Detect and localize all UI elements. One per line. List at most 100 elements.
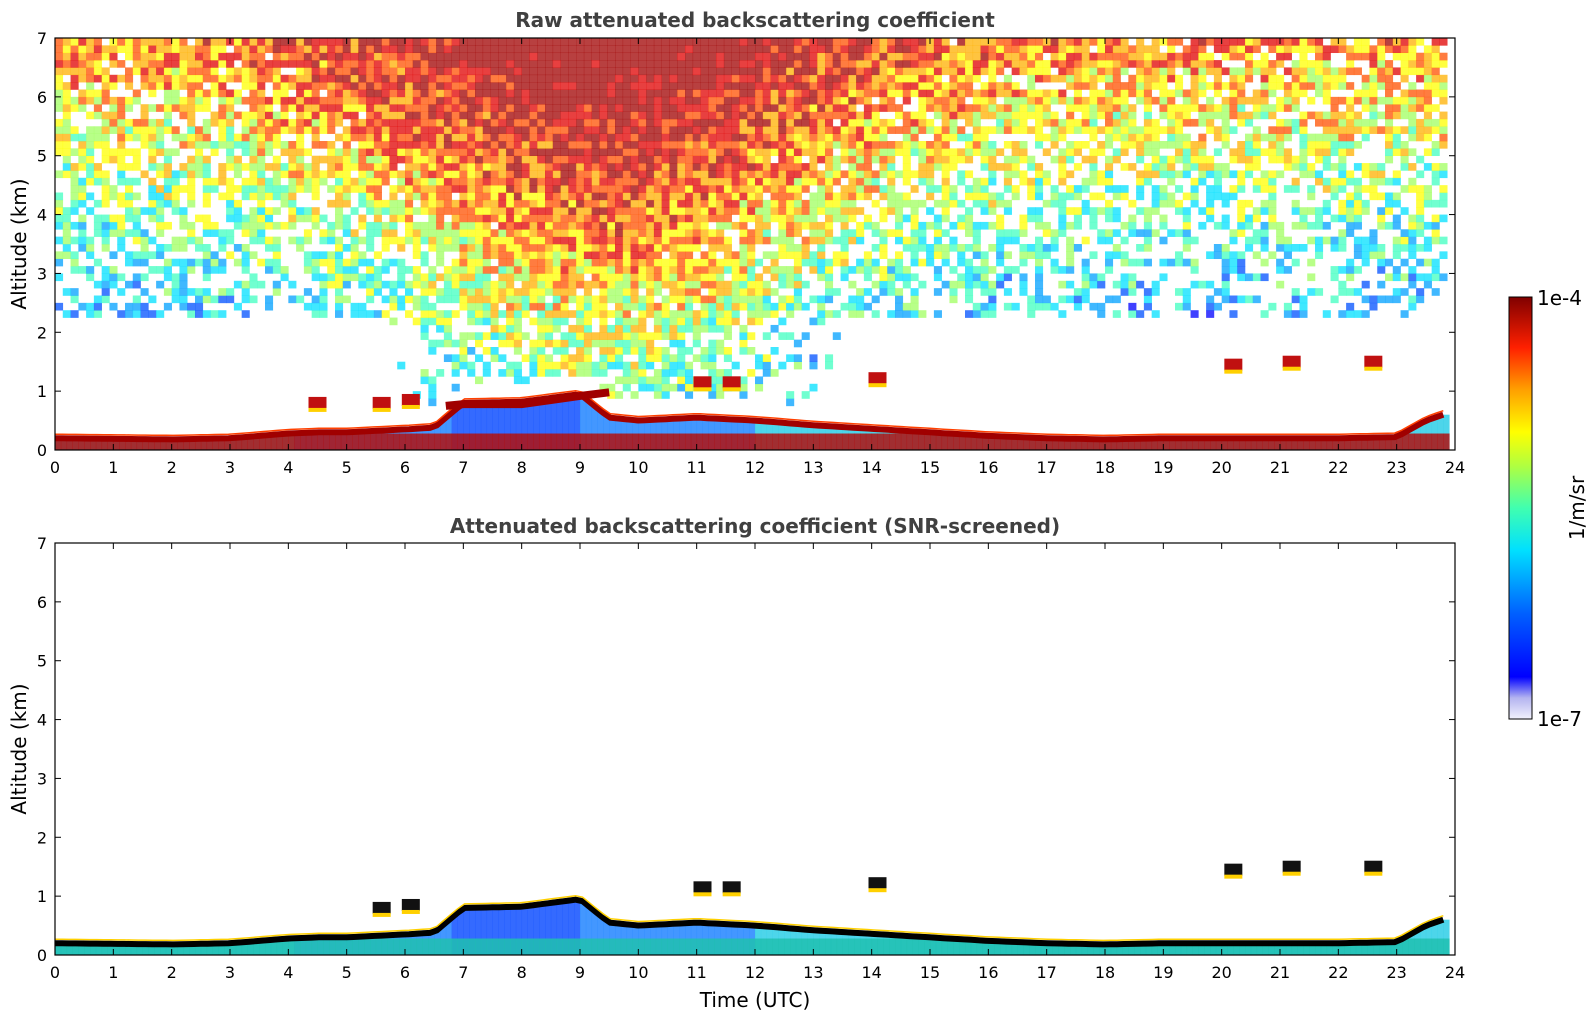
- x-tick-label: 17: [1036, 458, 1056, 477]
- cloud-patch: [308, 396, 327, 409]
- colorbar-gradient: [1508, 296, 1533, 720]
- cloud-patch-edge: [693, 892, 712, 897]
- x-tick-label: 13: [803, 963, 823, 982]
- cloud-patch: [1364, 355, 1383, 368]
- x-tick-label: 5: [342, 458, 352, 477]
- cloud-patch: [1282, 860, 1301, 873]
- y-tick-label: 6: [37, 593, 47, 612]
- x-tick-label: 24: [1445, 458, 1465, 477]
- y-tick-label: 5: [37, 147, 47, 166]
- cloud-patch-edge: [372, 407, 391, 412]
- x-tick-label: 16: [978, 458, 998, 477]
- y-tick-label: 1: [37, 887, 47, 906]
- x-tick-label: 21: [1270, 458, 1290, 477]
- x-tick-label: 17: [1036, 963, 1056, 982]
- cloud-patch-edge: [868, 383, 887, 388]
- panel2-heatmap: [55, 860, 1450, 955]
- y-tick-label: 0: [37, 946, 47, 965]
- x-tick-label: 22: [1328, 963, 1348, 982]
- panel2-title: Attenuated backscattering coefficient (S…: [450, 514, 1060, 538]
- cloud-patch: [401, 393, 420, 406]
- x-tick-label: 6: [400, 458, 410, 477]
- x-tick-label: 1: [108, 458, 118, 477]
- panel2-ticks: 0 1 2 3 4 5 6 7 8 9 10 11 12 13 14 15 16 17 18 19 20 21 22 23 24…: [37, 534, 1465, 982]
- y-tick-label: 1: [37, 382, 47, 401]
- y-tick-label: 4: [37, 206, 47, 225]
- cloud-patch-edge: [401, 909, 420, 914]
- x-tick-label: 23: [1386, 458, 1406, 477]
- y-tick-label: 3: [37, 264, 47, 283]
- x-tick-label: 18: [1095, 963, 1115, 982]
- cloud-patch: [868, 877, 887, 890]
- x-tick-label: 2: [167, 963, 177, 982]
- panel2-ylabel: Altitude (km): [7, 683, 31, 814]
- x-tick-label: 22: [1328, 458, 1348, 477]
- x-tick-label: 5: [342, 963, 352, 982]
- colorbar-min-label: 1e-7: [1537, 707, 1582, 731]
- cloud-patch-edge: [1364, 871, 1383, 876]
- x-tick-label: 15: [920, 458, 940, 477]
- x-tick-label: 24: [1445, 963, 1465, 982]
- cloud-patch: [693, 881, 712, 894]
- x-tick-label: 13: [803, 458, 823, 477]
- cloud-patch-edge: [868, 888, 887, 893]
- cloud-patch: [401, 898, 420, 911]
- panel2-xlabel: Time (UTC): [699, 988, 811, 1012]
- cloud-patch: [1224, 358, 1243, 371]
- x-tick-label: 1: [108, 963, 118, 982]
- cloud-patch-edge: [1364, 366, 1383, 371]
- x-tick-label: 9: [575, 963, 585, 982]
- y-tick-label: 2: [37, 323, 47, 342]
- cloud-patch-edge: [1282, 871, 1301, 876]
- x-tick-label: 0: [50, 963, 60, 982]
- panel1-title: Raw attenuated backscattering coefficien…: [515, 8, 995, 32]
- y-tick-label: 0: [37, 441, 47, 460]
- x-tick-label: 11: [686, 458, 706, 477]
- ground-band: [55, 938, 1450, 955]
- panel2-frame: [54, 542, 1456, 956]
- x-tick-label: 19: [1153, 963, 1173, 982]
- y-tick-label: 4: [37, 711, 47, 730]
- cloud-patch-edge: [401, 404, 420, 409]
- x-tick-label: 12: [745, 458, 765, 477]
- cloud-patch-edge: [308, 407, 327, 412]
- x-tick-label: 4: [283, 963, 293, 982]
- x-tick-label: 9: [575, 458, 585, 477]
- panel1-heatmap: [55, 38, 1450, 450]
- x-tick-label: 2: [167, 458, 177, 477]
- boundary-layer-edge: [55, 389, 1444, 437]
- ground-band: [55, 433, 1450, 450]
- cloud-patch: [722, 881, 741, 894]
- y-tick-label: 5: [37, 652, 47, 671]
- colorbar: 1e-4 1e-7 1/m/sr: [1508, 286, 1589, 731]
- panel-raw: Raw attenuated backscattering coefficien…: [7, 8, 1465, 477]
- x-tick-label: 8: [517, 963, 527, 982]
- cloud-patch: [722, 376, 741, 389]
- boundary-layer-top-line: [55, 896, 1445, 948]
- x-tick-label: 12: [745, 963, 765, 982]
- cloud-patch: [1224, 863, 1243, 876]
- y-tick-label: 6: [37, 88, 47, 107]
- x-tick-label: 16: [978, 963, 998, 982]
- x-tick-label: 8: [517, 458, 527, 477]
- cloud-patch-edge: [722, 387, 741, 392]
- y-tick-label: 7: [37, 534, 47, 553]
- cloud-patch-edge: [1224, 874, 1243, 879]
- x-tick-label: 20: [1211, 963, 1231, 982]
- cloud-patch: [1282, 355, 1301, 368]
- cloud-patch: [693, 376, 712, 389]
- panel1-ticks: 0 1 2 3 4 5 6 7 8 9 10 11 12 13 14 15 16 17 18 19 20 21 22 23 24…: [37, 29, 1465, 477]
- x-tick-label: 7: [458, 963, 468, 982]
- x-tick-label: 6: [400, 963, 410, 982]
- cloud-patch-edge: [1282, 366, 1301, 371]
- x-tick-label: 15: [920, 963, 940, 982]
- cloud-patch: [372, 901, 391, 914]
- elevated-layer-line: [445, 388, 610, 410]
- cloud-patch-edge: [1224, 369, 1243, 374]
- boundary-layer-edge: [55, 894, 1444, 942]
- x-tick-label: 14: [861, 963, 881, 982]
- x-tick-label: 21: [1270, 963, 1290, 982]
- colorbar-max-label: 1e-4: [1537, 286, 1582, 310]
- x-tick-label: 7: [458, 458, 468, 477]
